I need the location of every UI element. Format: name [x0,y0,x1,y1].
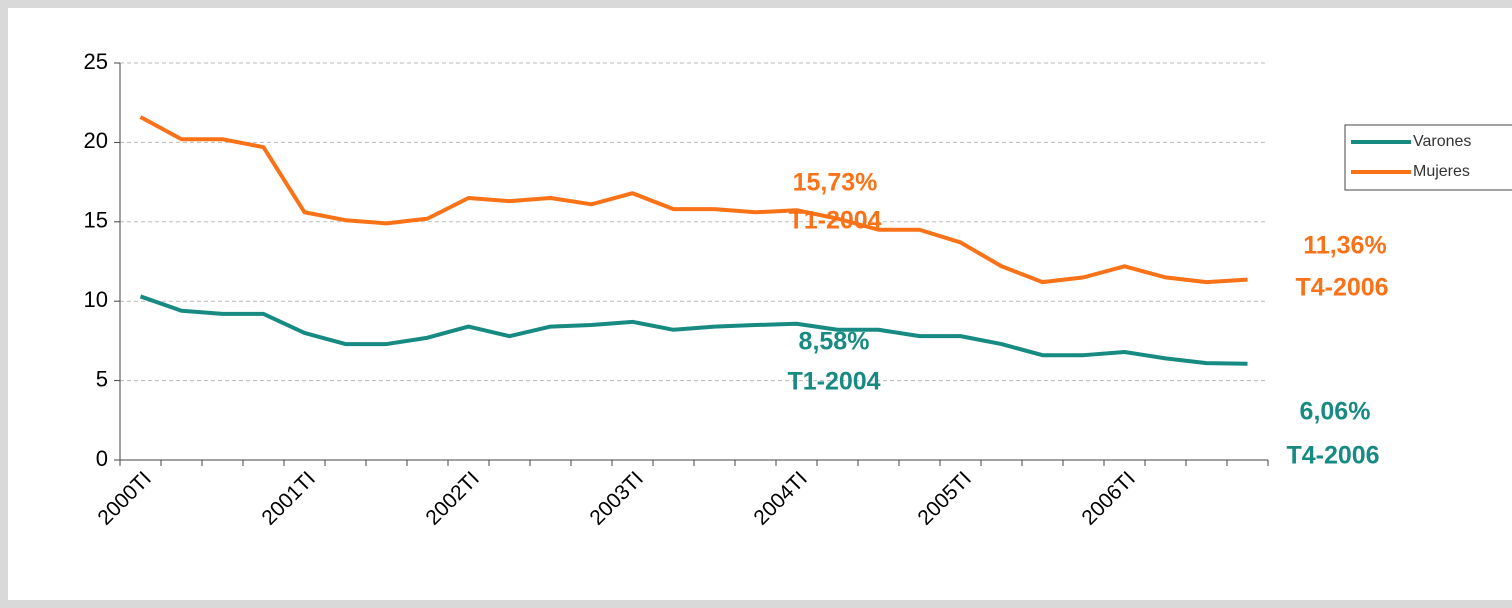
annotation: 8,58% [799,328,870,356]
legend-label: Varones [1413,133,1471,150]
y-tick-label: 15 [84,208,108,233]
annotation: 6,06% [1300,398,1371,426]
y-tick-label: 10 [84,287,108,312]
annotation: T1-2004 [787,368,880,396]
annotation: T4-2006 [1295,274,1388,302]
annotation: 11,36% [1303,232,1386,260]
series-line [139,294,1248,366]
y-tick-label: 0 [96,446,108,471]
legend-box [1344,124,1512,191]
series-line [139,115,1248,285]
annotation: 15,73% [793,169,878,197]
annotation: T4-2006 [1286,442,1379,470]
legend-label: Mujeres [1413,163,1470,180]
y-tick-label: 20 [84,128,108,153]
y-tick-label: 25 [84,49,108,74]
y-tick-label: 5 [96,366,108,391]
panel [8,8,1512,600]
annotation: T1-2004 [788,207,881,235]
